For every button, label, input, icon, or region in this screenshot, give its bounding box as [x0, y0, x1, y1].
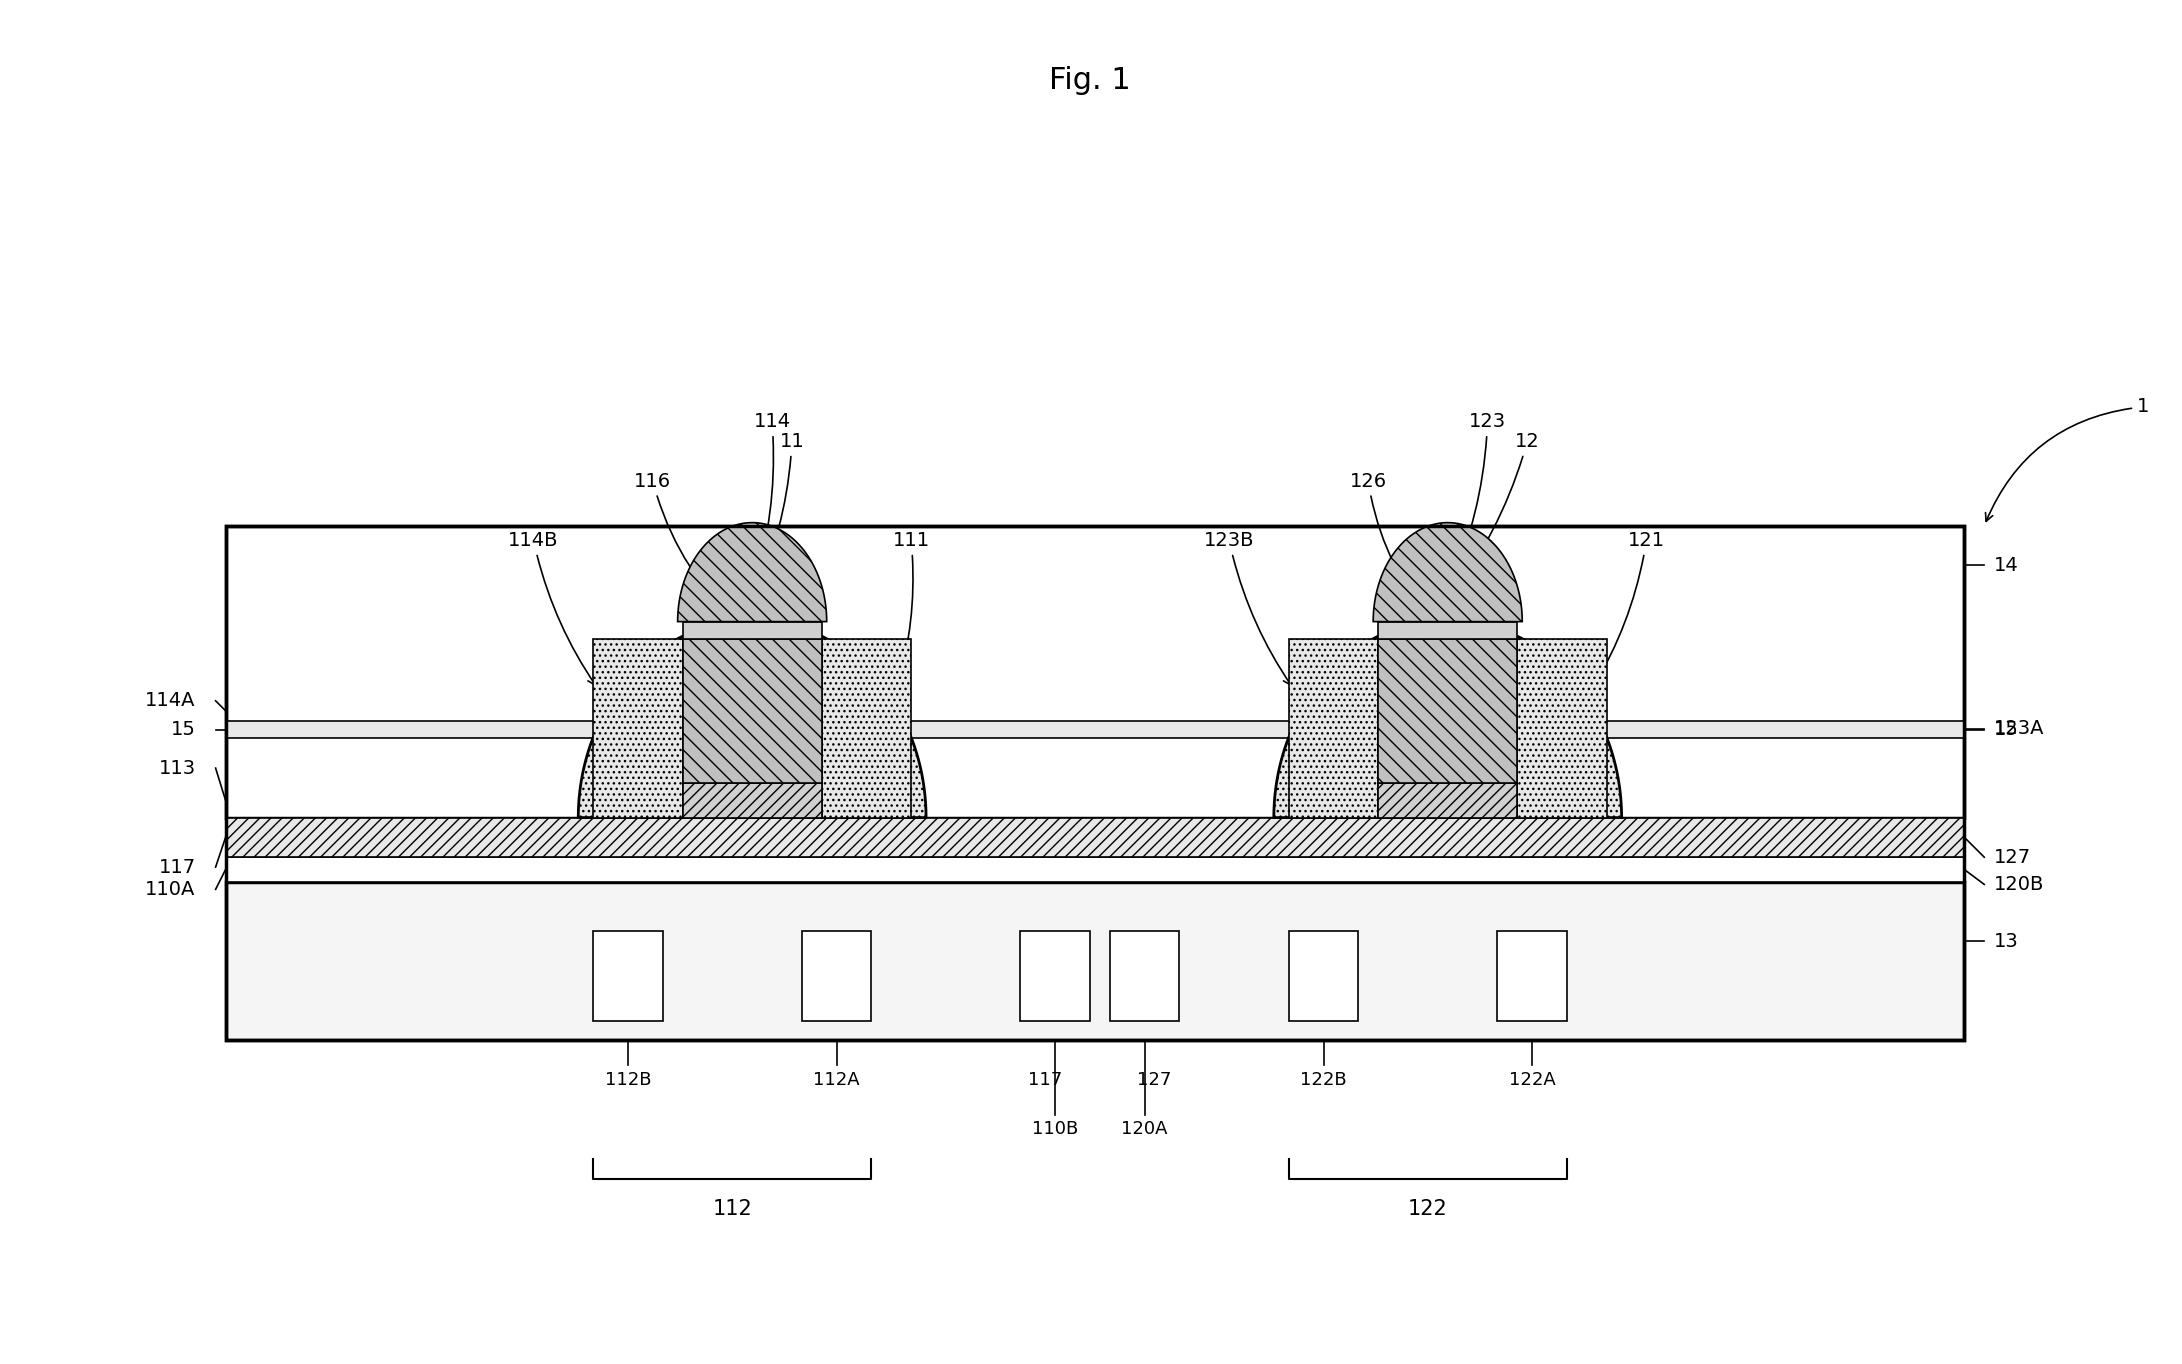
- Text: 13: 13: [1994, 932, 2018, 951]
- Text: 121: 121: [1595, 531, 1665, 685]
- Text: 112B: 112B: [604, 1071, 650, 1088]
- Bar: [1290, 932, 1357, 1020]
- Bar: [1379, 622, 1516, 640]
- Text: 111: 111: [892, 531, 930, 685]
- Text: 110B: 110B: [1032, 1120, 1078, 1139]
- Bar: [1111, 932, 1180, 1020]
- Bar: [1290, 640, 1379, 817]
- Bar: [225, 857, 1964, 883]
- Bar: [225, 525, 1964, 817]
- Polygon shape: [1372, 522, 1523, 622]
- Bar: [225, 817, 1964, 857]
- Bar: [1497, 932, 1567, 1020]
- Text: 116: 116: [635, 472, 740, 625]
- Bar: [225, 525, 1964, 1041]
- Text: 15: 15: [1994, 720, 2018, 739]
- Bar: [1379, 783, 1516, 817]
- Bar: [1516, 640, 1606, 817]
- Polygon shape: [1274, 619, 1621, 817]
- Bar: [683, 622, 823, 640]
- Bar: [1379, 640, 1516, 783]
- Text: 12: 12: [1451, 432, 1540, 596]
- Bar: [594, 932, 663, 1020]
- Bar: [225, 883, 1964, 1041]
- Text: 114A: 114A: [146, 692, 196, 711]
- Text: 123B: 123B: [1204, 531, 1292, 685]
- Text: 122A: 122A: [1508, 1071, 1556, 1088]
- Bar: [683, 640, 823, 783]
- Bar: [225, 720, 1964, 738]
- Text: 117: 117: [1028, 1071, 1063, 1088]
- Text: 1: 1: [1986, 397, 2149, 521]
- Text: 123A: 123A: [1994, 719, 2045, 738]
- Text: 114B: 114B: [508, 531, 596, 685]
- Polygon shape: [679, 522, 827, 622]
- Text: 120A: 120A: [1122, 1120, 1167, 1139]
- Text: 14: 14: [1994, 555, 2018, 574]
- Text: 127: 127: [1137, 1071, 1172, 1088]
- Text: 120B: 120B: [1994, 874, 2045, 893]
- Text: 123: 123: [1449, 412, 1506, 585]
- Bar: [801, 932, 871, 1020]
- Text: 112A: 112A: [814, 1071, 860, 1088]
- Text: 113: 113: [159, 758, 196, 777]
- Text: 117: 117: [159, 858, 196, 877]
- Polygon shape: [578, 619, 925, 817]
- Text: 112: 112: [711, 1199, 753, 1218]
- Text: 110A: 110A: [146, 880, 196, 899]
- Text: 11: 11: [755, 432, 805, 596]
- Bar: [594, 640, 683, 817]
- Text: 127: 127: [1994, 847, 2031, 866]
- Text: 114: 114: [753, 412, 790, 585]
- Text: Fig. 1: Fig. 1: [1050, 65, 1130, 94]
- Text: 15: 15: [170, 720, 196, 739]
- Bar: [683, 783, 823, 817]
- Text: 122B: 122B: [1300, 1071, 1346, 1088]
- Text: 126: 126: [1351, 472, 1436, 625]
- Bar: [1021, 932, 1091, 1020]
- Bar: [823, 640, 912, 817]
- Text: 122: 122: [1407, 1199, 1447, 1218]
